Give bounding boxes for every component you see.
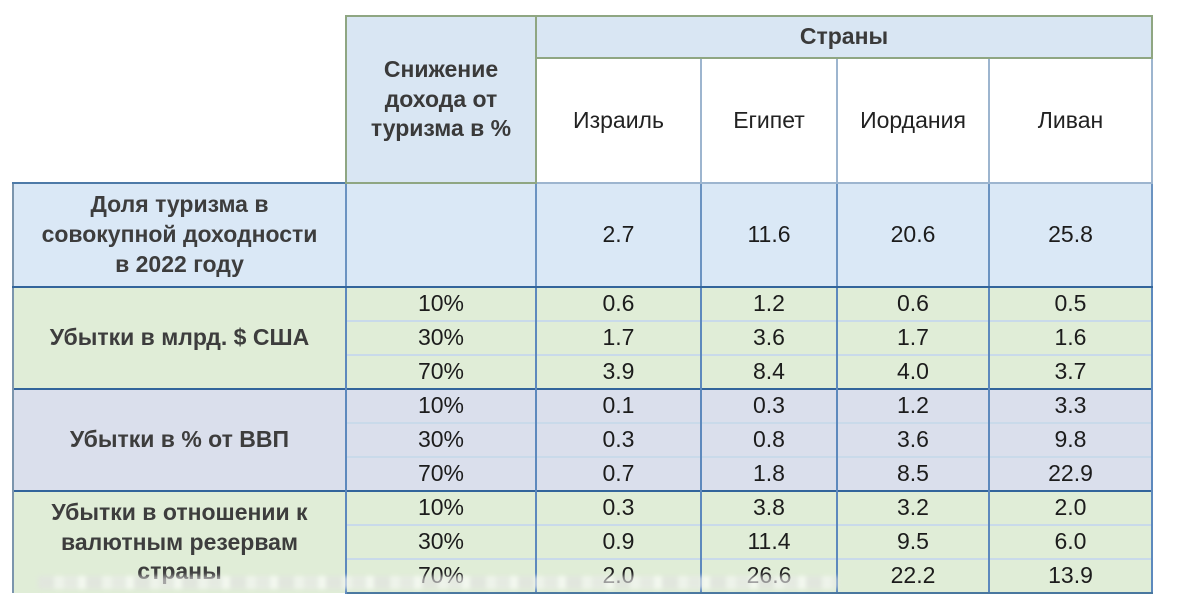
value-cell: 8.4 [700, 354, 838, 389]
value-cell: 0.6 [836, 286, 990, 321]
table-row: 30% 1.7 3.6 1.7 1.6 [13, 320, 1153, 355]
value-cell: 0.3 [535, 490, 702, 525]
table-row: 30% 0.3 0.8 3.6 9.8 [13, 422, 1153, 457]
value-cell: 1.8 [700, 456, 838, 491]
value-cell: 0.3 [535, 422, 702, 457]
table-row: 70% 3.9 8.4 4.0 3.7 [13, 354, 1153, 389]
value-cell: 1.7 [836, 320, 990, 355]
value-cell: 0.5 [988, 286, 1153, 321]
header-row-2: Израиль Египет Иордания Ливан [13, 57, 1153, 184]
value-cell: 0.6 [535, 286, 702, 321]
table-row: 70% 0.7 1.8 8.5 22.9 [13, 456, 1153, 491]
value-cell: 20.6 [836, 182, 990, 288]
table-row: 30% 0.9 11.4 9.5 6.0 [13, 524, 1153, 559]
value-cell: 3.3 [988, 388, 1153, 423]
pct-cell: 70% [345, 456, 537, 491]
value-cell: 9.8 [988, 422, 1153, 457]
corner-cell [13, 16, 346, 183]
value-cell: 3.8 [700, 490, 838, 525]
header-row-1: Снижение дохода от туризма в % Страны [13, 15, 1153, 184]
section-label-gdp: Убытки в % от ВВП [12, 388, 347, 491]
value-cell: 0.9 [535, 524, 702, 559]
countries-header-cell: Страны [535, 15, 1153, 59]
value-cell: 0.7 [535, 456, 702, 491]
value-cell: 0.8 [700, 422, 838, 457]
share-label-cell: Доля туризма в совокупной доходности в 2… [12, 182, 347, 288]
pct-cell: 30% [345, 320, 537, 355]
value-cell: 9.5 [836, 524, 990, 559]
value-cell: 3.9 [535, 354, 702, 389]
value-cell: 3.7 [988, 354, 1153, 389]
value-cell: 11.4 [700, 524, 838, 559]
pct-cell: 30% [345, 422, 537, 457]
reduction-header-cell: Снижение дохода от туризма в % [345, 15, 537, 184]
pct-cell: 70% [345, 354, 537, 389]
value-cell: 11.6 [700, 182, 838, 288]
country-header-israel: Израиль [535, 57, 702, 184]
value-cell: 13.9 [988, 558, 1153, 594]
country-header-egypt: Египет [700, 57, 838, 184]
table-row: Убытки в % от ВВП 10% 0.1 0.3 1.2 3.3 [12, 388, 1153, 491]
share-empty-cell [345, 182, 537, 288]
value-cell: 0.3 [700, 388, 838, 423]
tourism-loss-table: Снижение дохода от туризма в % Страны Из… [12, 15, 1153, 594]
value-cell: 3.6 [836, 422, 990, 457]
country-header-jordan: Иордания [836, 57, 990, 184]
table-row: Убытки в млрд. $ США 10% 0.6 1.2 0.6 0.5 [12, 286, 1153, 389]
value-cell: 8.5 [836, 456, 990, 491]
value-cell: 2.0 [988, 490, 1153, 525]
value-cell: 1.7 [535, 320, 702, 355]
country-header-lebanon: Ливан [988, 57, 1153, 184]
value-cell: 22.2 [836, 558, 990, 594]
pct-cell: 10% [345, 490, 537, 525]
pct-cell: 10% [345, 286, 537, 321]
value-cell: 1.2 [836, 388, 990, 423]
value-cell: 1.2 [700, 286, 838, 321]
section-label-usd: Убытки в млрд. $ США [12, 286, 347, 389]
value-cell: 2.7 [535, 182, 702, 288]
value-cell: 6.0 [988, 524, 1153, 559]
value-cell: 22.9 [988, 456, 1153, 491]
pct-cell: 10% [345, 388, 537, 423]
share-row: Доля туризма в совокупной доходности в 2… [12, 182, 1153, 288]
cropped-caption-artifact [38, 576, 838, 589]
value-cell: 3.6 [700, 320, 838, 355]
value-cell: 1.6 [988, 320, 1153, 355]
value-cell: 25.8 [988, 182, 1153, 288]
value-cell: 0.1 [535, 388, 702, 423]
value-cell: 4.0 [836, 354, 990, 389]
table-row: Убытки в отношении к валютным резервам с… [12, 490, 1153, 593]
pct-cell: 30% [345, 524, 537, 559]
value-cell: 3.2 [836, 490, 990, 525]
